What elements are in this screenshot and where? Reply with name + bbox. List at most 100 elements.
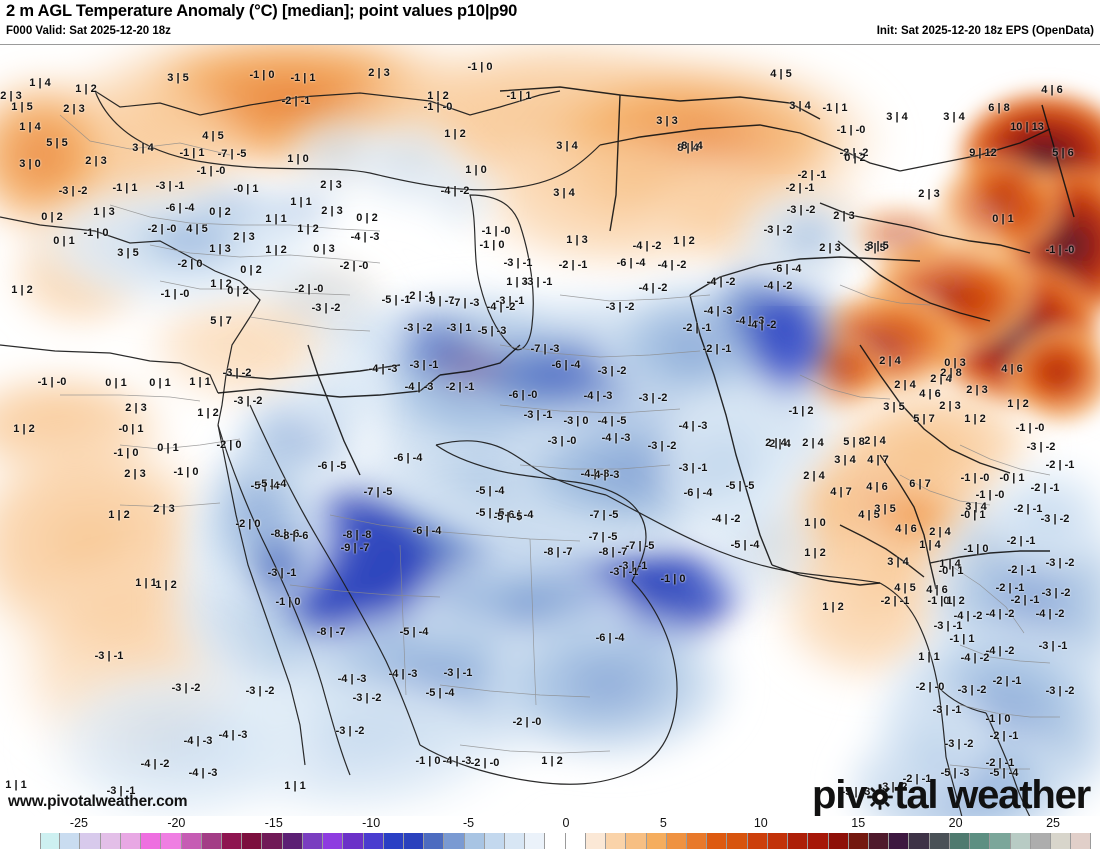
colorbar-swatch[interactable]	[767, 833, 789, 849]
colorbar-swatch[interactable]	[323, 833, 344, 849]
point-value-label: 1 | 2	[1007, 398, 1029, 410]
point-value-label: -1 | 1	[179, 147, 205, 159]
colorbar-swatch[interactable]	[788, 833, 809, 849]
colorbar-swatch[interactable]	[302, 833, 324, 849]
colorbar-swatch[interactable]	[262, 833, 283, 849]
point-value-label: -2 | -1	[1010, 594, 1040, 606]
colorbar-swatch[interactable]	[626, 833, 647, 849]
point-value-label: -4 | -2	[638, 282, 668, 294]
colorbar-swatch[interactable]	[565, 833, 586, 849]
colorbar-swatch[interactable]	[161, 833, 182, 849]
colorbar-swatch[interactable]	[505, 833, 526, 849]
colorbar-swatch[interactable]	[747, 833, 768, 849]
point-value-label: -1 | 0	[249, 69, 275, 81]
point-value-label: -4 | -3	[218, 729, 248, 741]
point-value-label: -4 | -3	[583, 390, 613, 402]
point-value-label: 4 | 7	[830, 486, 852, 498]
colorbar-swatch[interactable]	[221, 833, 243, 849]
cold-anomaly-field-turkey	[20, 110, 500, 380]
colorbar-swatch[interactable]	[1071, 833, 1092, 849]
point-value-label: 1 | 5	[11, 101, 33, 113]
colorbar-swatch[interactable]	[1010, 833, 1031, 849]
colorbar-swatch[interactable]	[1030, 833, 1051, 849]
point-value-label: 4 | 6	[895, 523, 917, 535]
colorbar-swatch[interactable]	[545, 833, 566, 849]
colorbar-swatch[interactable]	[909, 833, 930, 849]
colorbar-swatch[interactable]	[646, 833, 667, 849]
colorbar-swatch[interactable]	[990, 833, 1011, 849]
colorbar-swatch[interactable]	[363, 833, 384, 849]
colorbar-swatch[interactable]	[242, 833, 263, 849]
colorbar-swatch[interactable]	[424, 833, 445, 849]
point-value-label: -3 | -1	[267, 567, 297, 579]
colorbar-tick-label: -20	[167, 816, 186, 830]
colorbar-swatch[interactable]	[343, 833, 364, 849]
colorbar-swatch[interactable]	[1050, 833, 1072, 849]
colorbar-swatch[interactable]	[848, 833, 869, 849]
colorbar-swatch[interactable]	[687, 833, 708, 849]
colorbar-swatch[interactable]	[403, 833, 425, 849]
point-value-label: -3 | -1	[443, 667, 473, 679]
point-value-label: -4 | -2	[440, 185, 470, 197]
colorbar-swatch[interactable]	[464, 833, 485, 849]
colorbar-swatch[interactable]	[808, 833, 829, 849]
point-value-label: 0 | 2	[356, 212, 378, 224]
point-value-label: 2 | 4	[864, 435, 886, 447]
colorbar-swatch[interactable]	[484, 833, 506, 849]
point-value-label: -1 | 0	[479, 239, 505, 251]
point-value-label: 0 | 2	[240, 264, 262, 276]
colorbar-swatch[interactable]	[585, 833, 607, 849]
colorbar-swatch[interactable]	[727, 833, 748, 849]
point-value-label: -2 | -0	[915, 681, 945, 693]
point-value-label: -1 | 1	[822, 102, 848, 114]
colorbar-swatch[interactable]	[100, 833, 121, 849]
colorbar-swatch[interactable]	[444, 833, 465, 849]
colorbar-swatch[interactable]	[525, 833, 546, 849]
point-value-label: -1 | -0	[196, 165, 226, 177]
point-value-label: -3 | -1	[523, 409, 553, 421]
colorbar-swatch[interactable]	[201, 833, 222, 849]
point-value-label: 1 | 0	[287, 153, 309, 165]
point-value-label: 2 | 3	[833, 210, 855, 222]
point-value-label: 2 | 3	[233, 231, 255, 243]
point-value-label: 1 | 3	[506, 276, 528, 288]
colorbar-swatch[interactable]	[889, 833, 910, 849]
colorbar[interactable]: -25 -20 -15 -10 -5 0 5 10 15 20 25	[0, 816, 1100, 850]
point-value-label: 1 | 2	[673, 235, 695, 247]
colorbar-swatch[interactable]	[929, 833, 950, 849]
colorbar-swatch[interactable]	[949, 833, 971, 849]
colorbar-swatch[interactable]	[828, 833, 849, 849]
point-value-label: -7 | -5	[625, 540, 655, 552]
colorbar-tick-label: 0	[562, 816, 570, 830]
point-value-label: -2 | -1	[682, 322, 712, 334]
colorbar-swatch[interactable]	[707, 833, 728, 849]
colorbar-swatch[interactable]	[383, 833, 404, 849]
colorbar-swatch[interactable]	[141, 833, 162, 849]
point-value-label: 0 | 2	[943, 595, 965, 607]
colorbar-swatch[interactable]	[282, 833, 303, 849]
colorbar-swatch[interactable]	[666, 833, 687, 849]
point-value-label: 1 | 2	[11, 284, 33, 296]
point-value-label: 1 | 3	[566, 234, 588, 246]
point-value-label: -2 | -1	[995, 582, 1025, 594]
point-value-label: 1 | 2	[13, 423, 35, 435]
colorbar-swatch[interactable]	[181, 833, 202, 849]
point-value-label: -4 | -2	[953, 610, 983, 622]
colorbar-swatch[interactable]	[868, 833, 890, 849]
point-value-label: -2 | -1	[902, 773, 932, 785]
colorbar-swatch[interactable]	[606, 833, 627, 849]
point-value-label: 4 | 6	[866, 481, 888, 493]
colorbar-swatch[interactable]	[60, 833, 81, 849]
colorbar-swatch[interactable]	[40, 833, 61, 849]
point-value-label: -5 | -4	[250, 480, 280, 492]
point-value-label: 4 | 7	[867, 454, 889, 466]
colorbar-swatches[interactable]	[40, 833, 1092, 849]
colorbar-swatch[interactable]	[970, 833, 991, 849]
colorbar-swatch[interactable]	[120, 833, 142, 849]
point-value-label: 2 | 3	[124, 468, 146, 480]
point-value-label: -2 | -1	[445, 381, 475, 393]
point-value-label: 1 | 1	[265, 213, 287, 225]
pivotal-weather-logo: piv	[812, 775, 1091, 815]
colorbar-swatch[interactable]	[80, 833, 101, 849]
